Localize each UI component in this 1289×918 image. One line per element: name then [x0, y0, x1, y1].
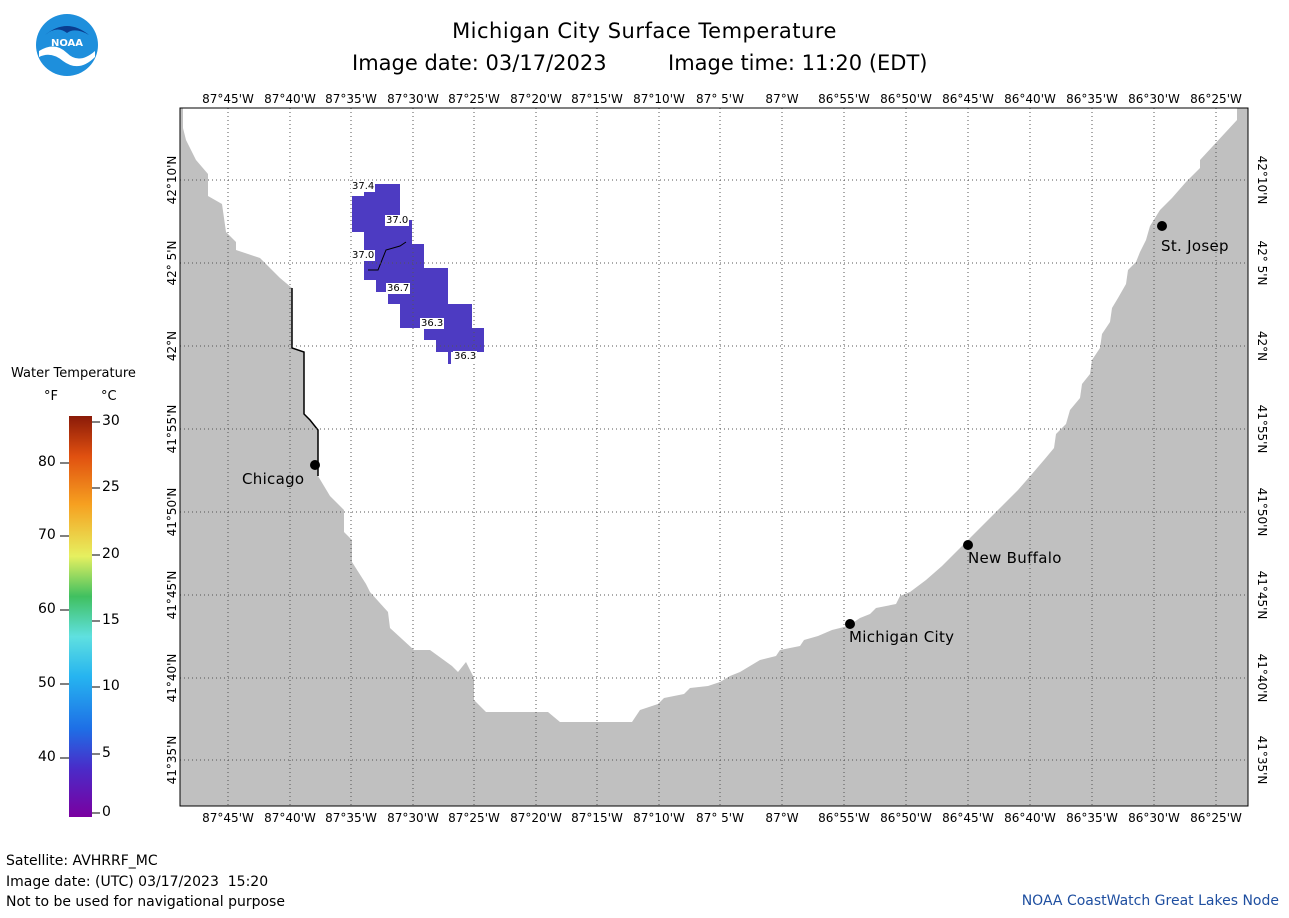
colorbar-title: Water Temperature — [11, 366, 136, 381]
lat-label-right: 41°35'N — [1255, 735, 1269, 785]
image-date: Image date: 03/17/2023 — [352, 51, 607, 75]
lat-label-left: 41°50'N — [165, 487, 179, 537]
city-dot-michigan-city — [845, 619, 855, 629]
city-label-michigan-city: Michigan City — [849, 628, 955, 646]
colorbar-c-tick: 30 — [102, 413, 120, 429]
lon-label-top: 87°W — [765, 92, 799, 106]
colorbar-f-tick: 70 — [38, 527, 56, 543]
colorbar-c-tick: 0 — [102, 804, 111, 820]
colorbar-f-tick: 60 — [38, 601, 56, 617]
colorbar-c-tick: 20 — [102, 546, 120, 562]
noaa-logo: NOAA — [36, 14, 98, 76]
lon-label-bottom: 87°W — [765, 811, 799, 825]
lon-label-bottom: 86°30'W — [1128, 811, 1180, 825]
colorbar-f-tick: 80 — [38, 454, 56, 470]
map-frame — [179, 107, 1249, 807]
city-dot-new-buffalo — [963, 540, 973, 550]
lat-label-right: 41°55'N — [1255, 404, 1269, 454]
temp-label: 37.0 — [385, 215, 410, 226]
lon-label-top: 87° 5'W — [696, 92, 744, 106]
lon-label-top: 86°35'W — [1066, 92, 1118, 106]
lon-label-top: 86°25'W — [1190, 92, 1242, 106]
colorbar-unit-c: °C — [101, 389, 117, 404]
lat-label-right: 42° 5'N — [1255, 240, 1269, 286]
colorbar-c-tick: 10 — [102, 678, 120, 694]
lon-label-bottom: 86°40'W — [1004, 811, 1056, 825]
lon-label-top: 86°55'W — [818, 92, 870, 106]
lat-label-right: 41°40'N — [1255, 653, 1269, 703]
lon-label-top: 87°10'W — [633, 92, 685, 106]
colorbar-c-tick: 25 — [102, 479, 120, 495]
lat-label-left: 41°40'N — [165, 653, 179, 703]
lat-label-right: 41°50'N — [1255, 487, 1269, 537]
colorbar-f-tick: 40 — [38, 749, 56, 765]
map-title: Michigan City Surface Temperature — [452, 19, 837, 43]
lat-label-right: 42°10'N — [1255, 155, 1269, 205]
city-label-new-buffalo: New Buffalo — [968, 549, 1062, 567]
lon-label-bottom: 87°45'W — [202, 811, 254, 825]
lon-label-top: 86°30'W — [1128, 92, 1180, 106]
temp-label: 36.7 — [386, 283, 411, 294]
temp-label: 37.0 — [351, 250, 376, 261]
lon-label-bottom: 87°20'W — [510, 811, 562, 825]
lon-label-bottom: 86°55'W — [818, 811, 870, 825]
graticule — [180, 108, 1248, 806]
lon-label-bottom: 87°40'W — [264, 811, 316, 825]
lat-label-left: 41°45'N — [165, 570, 179, 620]
colorbar-unit-f: °F — [44, 389, 58, 404]
lake-michigan — [183, 108, 1237, 722]
lon-label-bottom: 86°35'W — [1066, 811, 1118, 825]
temp-label: 37.4 — [351, 181, 376, 192]
lon-label-top: 87°25'W — [448, 92, 500, 106]
lat-label-right: 42°N — [1255, 330, 1269, 362]
colorbar-c-tick: 15 — [102, 612, 120, 628]
utc-date: Image date: (UTC) 03/17/2023 15:20 — [6, 874, 269, 890]
lon-label-top: 86°40'W — [1004, 92, 1056, 106]
colorbar-f-tick: 50 — [38, 675, 56, 691]
lon-label-top: 87°40'W — [264, 92, 316, 106]
lat-label-left: 42°10'N — [165, 155, 179, 205]
lon-label-bottom: 86°50'W — [880, 811, 932, 825]
temp-label: 36.3 — [420, 318, 445, 329]
lon-label-bottom: 87° 5'W — [696, 811, 744, 825]
lon-label-top: 87°35'W — [325, 92, 377, 106]
lon-label-bottom: 87°25'W — [448, 811, 500, 825]
credit: NOAA CoastWatch Great Lakes Node — [1021, 893, 1279, 909]
colorbar — [60, 416, 100, 817]
lon-label-top: 86°45'W — [942, 92, 994, 106]
lat-label-right: 41°45'N — [1255, 570, 1269, 620]
image-time: Image time: 11:20 (EDT) — [668, 51, 928, 75]
lon-label-top: 87°20'W — [510, 92, 562, 106]
lat-label-left: 42°N — [165, 330, 179, 362]
satellite-info: Satellite: AVHRRF_MC — [6, 853, 158, 869]
lon-label-bottom: 87°30'W — [387, 811, 439, 825]
lon-label-top: 87°15'W — [571, 92, 623, 106]
city-dot-chicago — [310, 460, 320, 470]
noaa-logo-text: NOAA — [51, 38, 83, 49]
temp-label: 36.3 — [453, 351, 478, 362]
lon-label-bottom: 87°10'W — [633, 811, 685, 825]
lat-label-left: 42° 5'N — [165, 240, 179, 286]
lat-label-left: 41°35'N — [165, 735, 179, 785]
city-label-st-joseph: St. Josep — [1161, 237, 1229, 255]
lon-label-top: 87°45'W — [202, 92, 254, 106]
city-dot-st-joseph — [1157, 221, 1167, 231]
disclaimer: Not to be used for navigational purpose — [6, 894, 285, 910]
lon-label-bottom: 86°45'W — [942, 811, 994, 825]
city-label-chicago: Chicago — [242, 470, 305, 488]
lat-label-left: 41°55'N — [165, 404, 179, 454]
lon-label-bottom: 87°15'W — [571, 811, 623, 825]
lon-label-bottom: 87°35'W — [325, 811, 377, 825]
lon-label-top: 87°30'W — [387, 92, 439, 106]
lon-label-bottom: 86°25'W — [1190, 811, 1242, 825]
colorbar-c-tick: 5 — [102, 745, 111, 761]
lon-label-top: 86°50'W — [880, 92, 932, 106]
